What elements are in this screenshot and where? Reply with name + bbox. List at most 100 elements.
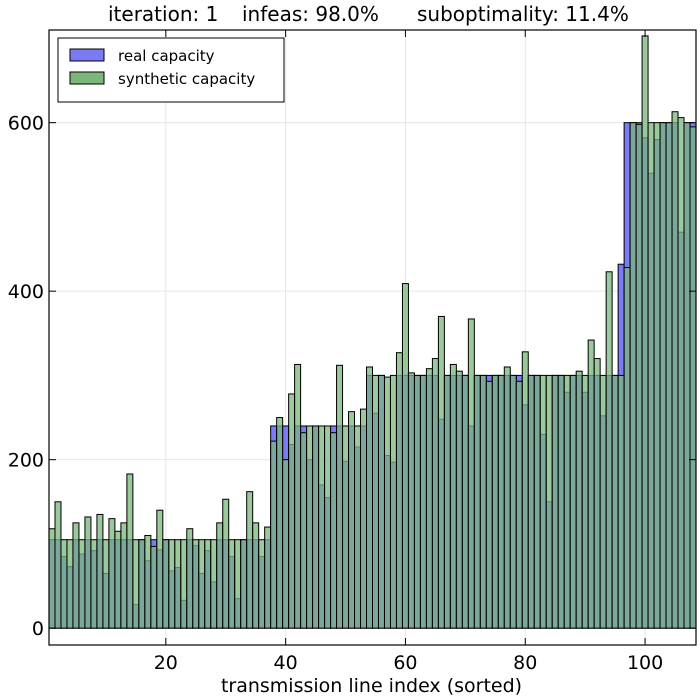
bar bbox=[611, 374, 619, 629]
bar bbox=[264, 526, 272, 629]
bar bbox=[653, 122, 661, 629]
legend-swatch-synthetic-capacity bbox=[69, 71, 105, 85]
x-axis-label: transmission line index (sorted) bbox=[221, 675, 522, 697]
x-tick-label: 80 bbox=[513, 652, 537, 674]
bar bbox=[126, 473, 134, 629]
bar bbox=[617, 374, 625, 629]
bar bbox=[509, 374, 517, 629]
bar bbox=[144, 534, 152, 629]
bar bbox=[683, 122, 691, 629]
bar bbox=[48, 528, 56, 629]
bar bbox=[84, 516, 92, 629]
x-tick-label: 20 bbox=[154, 652, 178, 674]
bar bbox=[503, 366, 511, 629]
bar bbox=[425, 368, 433, 629]
bar bbox=[150, 545, 158, 629]
bar bbox=[635, 123, 643, 629]
bar bbox=[318, 425, 326, 629]
bar bbox=[455, 370, 463, 629]
bar bbox=[114, 530, 122, 629]
bar bbox=[282, 459, 290, 629]
bar bbox=[533, 374, 541, 629]
bar bbox=[90, 539, 98, 629]
bar bbox=[647, 122, 655, 629]
chart-title-suboptimality: suboptimality: 11.4% bbox=[417, 2, 629, 26]
bar bbox=[467, 318, 475, 629]
bar bbox=[449, 363, 457, 629]
bar bbox=[72, 522, 80, 629]
bar bbox=[395, 352, 403, 629]
bar bbox=[431, 358, 439, 629]
bars bbox=[48, 35, 697, 629]
bar bbox=[270, 440, 278, 629]
bar bbox=[78, 539, 86, 629]
bar bbox=[354, 425, 362, 629]
legend: real capacity synthetic capacity bbox=[57, 37, 285, 103]
bar bbox=[569, 374, 577, 629]
bar bbox=[168, 539, 176, 629]
bar bbox=[491, 374, 499, 629]
bar bbox=[330, 432, 338, 629]
bar bbox=[234, 539, 242, 629]
legend-label-synthetic-capacity: synthetic capacity bbox=[118, 70, 255, 88]
bar bbox=[276, 417, 284, 629]
bar bbox=[96, 513, 104, 629]
bar bbox=[521, 351, 529, 629]
bar bbox=[288, 393, 296, 629]
bar bbox=[563, 374, 571, 629]
bar bbox=[300, 432, 308, 629]
bar bbox=[665, 122, 673, 629]
bar bbox=[180, 539, 188, 629]
bar bbox=[383, 376, 391, 629]
bar bbox=[389, 374, 397, 629]
bar bbox=[132, 539, 140, 629]
bar bbox=[605, 271, 613, 629]
bar bbox=[66, 539, 74, 629]
bar bbox=[366, 366, 373, 629]
bar bbox=[659, 122, 667, 629]
bar bbox=[210, 539, 218, 629]
bar bbox=[677, 117, 685, 629]
bar bbox=[198, 539, 206, 629]
bar bbox=[156, 509, 164, 629]
bar bbox=[497, 374, 505, 629]
bar bbox=[192, 539, 200, 629]
bar bbox=[593, 358, 601, 629]
legend-label-real-capacity: real capacity bbox=[118, 47, 215, 65]
bar bbox=[252, 522, 260, 629]
bar bbox=[479, 374, 487, 629]
bar bbox=[401, 283, 409, 629]
bar bbox=[216, 522, 224, 629]
bar bbox=[108, 518, 116, 629]
chart-title-infeasibility: infeas: 98.0% bbox=[242, 2, 379, 26]
bar bbox=[575, 370, 583, 629]
bar bbox=[162, 539, 170, 629]
x-tick-label: 100 bbox=[627, 652, 663, 674]
bar bbox=[360, 408, 368, 629]
bar bbox=[413, 374, 421, 629]
bar bbox=[258, 539, 266, 629]
bar bbox=[587, 339, 595, 629]
series-synthetic-capacity bbox=[48, 35, 697, 629]
bar bbox=[437, 315, 445, 629]
legend-swatch-real-capacity bbox=[69, 48, 105, 62]
bar bbox=[689, 126, 697, 629]
bar bbox=[557, 374, 565, 629]
bar bbox=[138, 539, 146, 629]
y-tick-label: 600 bbox=[8, 113, 44, 135]
y-tick-label: 200 bbox=[8, 450, 44, 472]
bar bbox=[336, 364, 344, 629]
bar bbox=[60, 539, 68, 629]
bar bbox=[204, 539, 212, 629]
bar bbox=[240, 539, 248, 629]
chart-title-iteration: iteration: 1 bbox=[108, 2, 218, 26]
bar bbox=[54, 501, 62, 629]
bar bbox=[473, 374, 481, 629]
bar bbox=[641, 35, 649, 629]
bar bbox=[294, 363, 302, 629]
bar bbox=[348, 411, 356, 629]
bar bbox=[485, 380, 493, 629]
x-tick-label: 40 bbox=[274, 652, 298, 674]
bar bbox=[222, 498, 230, 629]
